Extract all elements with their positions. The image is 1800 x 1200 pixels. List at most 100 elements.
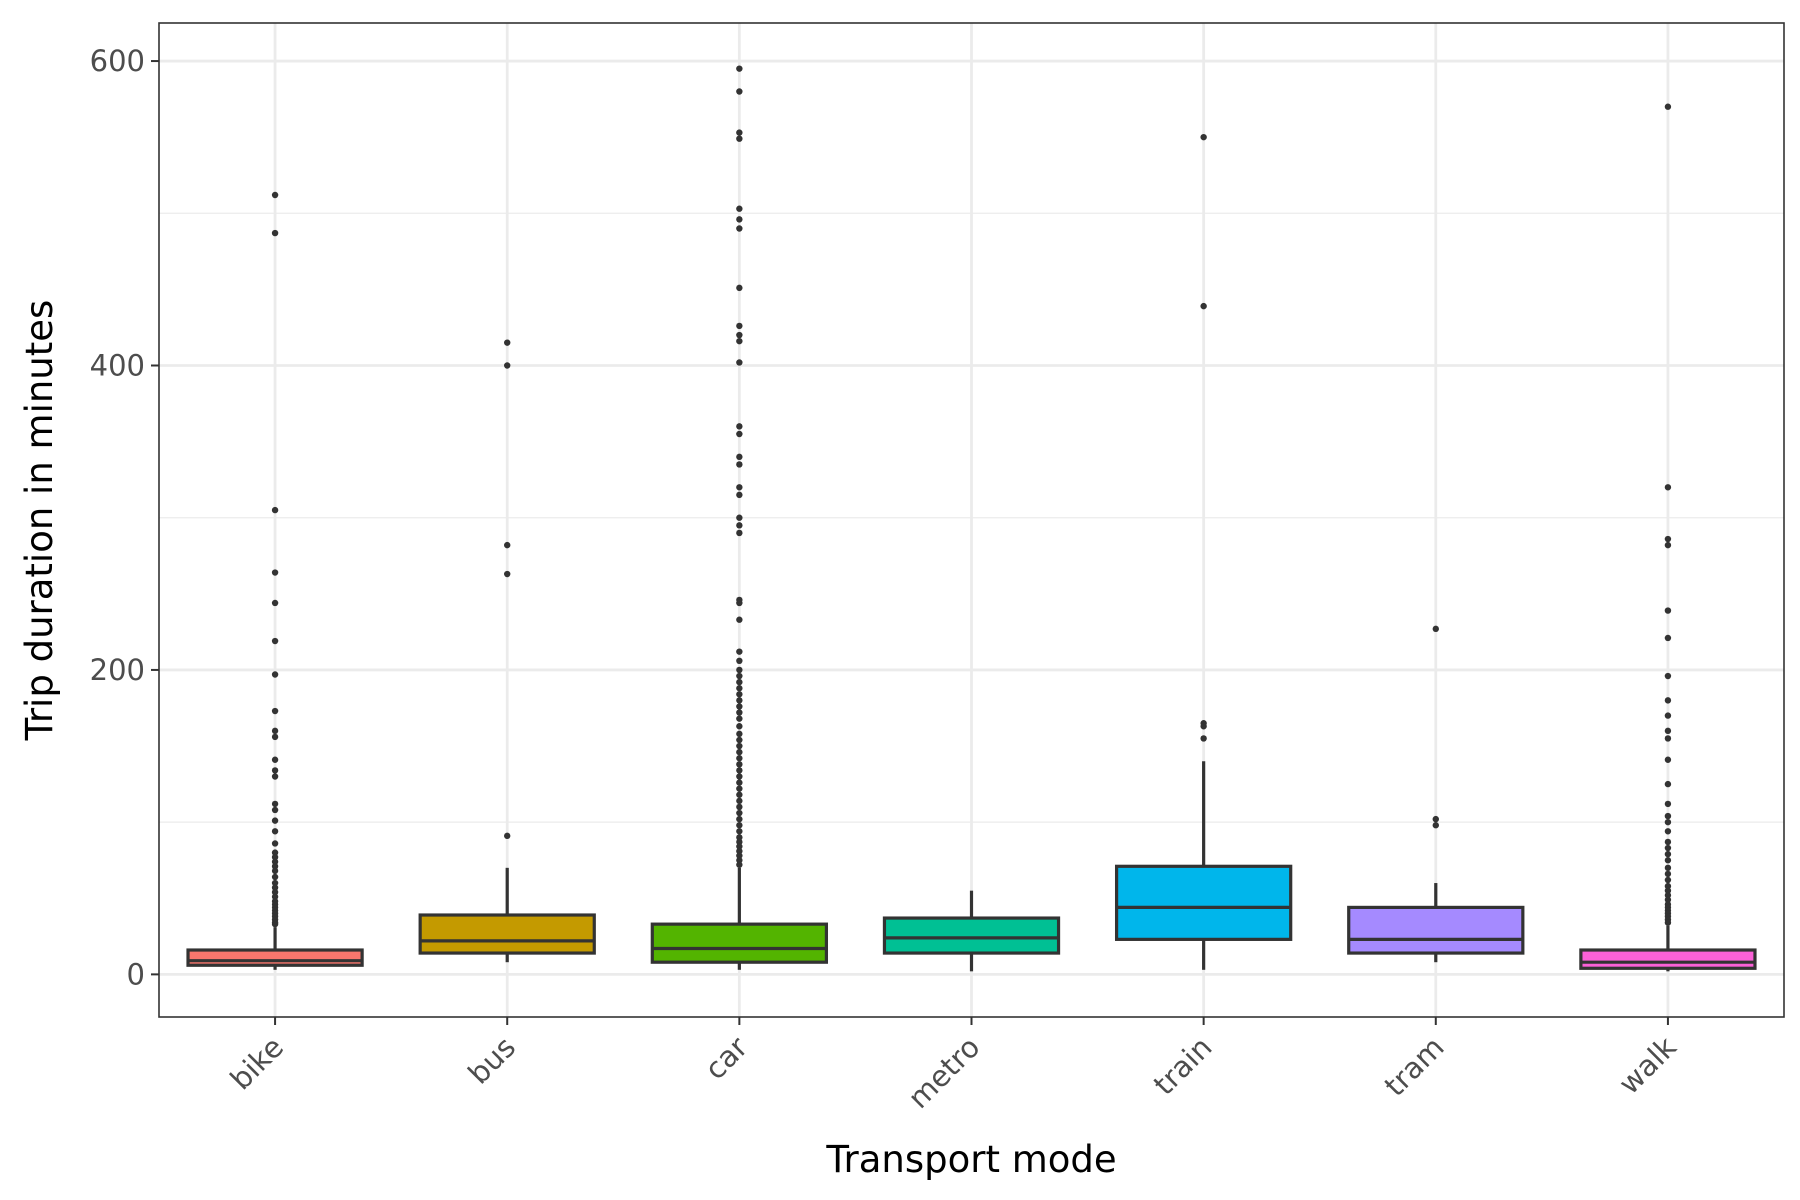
outlier-point <box>736 514 743 521</box>
outlier-point <box>271 828 279 835</box>
outlier-point <box>1432 625 1439 633</box>
outlier-point <box>736 666 743 674</box>
outlier-point <box>736 791 743 798</box>
outlier-point <box>1664 756 1672 763</box>
outlier-point <box>271 191 279 199</box>
outlier-point <box>736 484 743 491</box>
outlier-point <box>1664 844 1672 852</box>
box-train <box>1114 133 1293 970</box>
outlier-point <box>271 867 279 875</box>
outlier-point <box>271 888 279 896</box>
box-iqr <box>1114 864 1293 941</box>
y-tick-label: 200 <box>90 653 145 687</box>
outlier-point <box>736 748 743 756</box>
y-axis-title: Trip duration in minutes <box>18 300 61 742</box>
outlier-point <box>736 691 743 698</box>
box-iqr <box>1347 905 1525 955</box>
outlier-point <box>736 742 743 750</box>
box-walk <box>1579 103 1757 972</box>
outlier-point <box>504 570 511 578</box>
outlier-point <box>736 216 743 223</box>
outlier-point <box>736 135 743 142</box>
outlier-point <box>736 723 743 730</box>
outlier-point <box>736 491 743 499</box>
outlier-point <box>1200 723 1207 730</box>
box-iqr <box>186 948 364 967</box>
outlier-point <box>736 730 743 738</box>
outlier-point <box>736 430 743 438</box>
box-tram <box>1347 625 1525 963</box>
outlier-point <box>736 709 743 716</box>
outlier-point <box>736 322 743 330</box>
outlier-point <box>736 736 743 744</box>
outlier-point <box>1432 815 1439 823</box>
y-tick-label: 0 <box>127 957 145 991</box>
outlier-point <box>271 849 279 856</box>
outlier-point <box>1664 818 1672 826</box>
outlier-point <box>1432 822 1439 829</box>
box-car <box>650 65 829 970</box>
outlier-point <box>736 861 743 868</box>
outlier-point <box>736 809 743 817</box>
outlier-point <box>1664 735 1672 742</box>
outlier-point <box>736 797 743 805</box>
outlier-point <box>1200 133 1207 141</box>
outlier-point <box>736 359 743 366</box>
outlier-point <box>271 879 279 887</box>
outlier-point <box>736 657 743 665</box>
outlier-point <box>1200 735 1207 742</box>
outlier-point <box>736 672 743 680</box>
outlier-point <box>1664 634 1672 642</box>
outlier-point <box>736 205 743 212</box>
outlier-point <box>1664 876 1672 884</box>
box-iqr <box>1579 948 1757 970</box>
outlier-point <box>1664 812 1672 820</box>
outlier-point <box>736 678 743 686</box>
outlier-point <box>1664 780 1672 788</box>
outlier-point <box>736 616 743 623</box>
outlier-point <box>271 733 279 741</box>
outlier-point <box>736 225 743 232</box>
outlier-point <box>1664 896 1672 903</box>
outlier-point <box>271 229 279 237</box>
outlier-point <box>271 599 279 607</box>
outlier-point <box>736 715 743 722</box>
y-tick-label: 600 <box>90 44 145 78</box>
outlier-point <box>736 767 743 774</box>
outlier-point <box>736 522 743 529</box>
box-iqr <box>650 922 829 964</box>
outlier-point <box>1664 727 1672 735</box>
outlier-point <box>1664 850 1672 858</box>
outlier-point <box>271 800 279 808</box>
outlier-point <box>271 637 279 645</box>
box-iqr <box>882 916 1061 955</box>
outlier-point <box>736 822 743 829</box>
box-iqr <box>418 913 596 955</box>
outlier-point <box>271 707 279 715</box>
y-tick-label: 400 <box>90 348 145 382</box>
outlier-point <box>736 847 743 855</box>
outlier-point <box>736 838 743 846</box>
outlier-point <box>736 648 743 655</box>
outlier-point <box>271 806 279 814</box>
outlier-point <box>736 453 743 461</box>
outlier-point <box>271 920 279 928</box>
outlier-point <box>1664 857 1672 864</box>
outlier-point <box>1664 828 1672 835</box>
outlier-point <box>271 817 279 824</box>
outlier-point <box>736 803 743 811</box>
outlier-point <box>736 779 743 786</box>
outlier-point <box>1664 887 1672 894</box>
outlier-point <box>1200 302 1207 310</box>
outlier-point <box>736 761 743 768</box>
outlier-point <box>736 65 743 72</box>
outlier-point <box>736 423 743 430</box>
outlier-point <box>736 857 743 864</box>
outlier-point <box>271 893 279 900</box>
outlier-point <box>1664 697 1672 704</box>
outlier-point <box>1664 800 1672 808</box>
outlier-point <box>504 541 511 549</box>
outlier-point <box>736 697 743 704</box>
outlier-point <box>1664 712 1672 719</box>
